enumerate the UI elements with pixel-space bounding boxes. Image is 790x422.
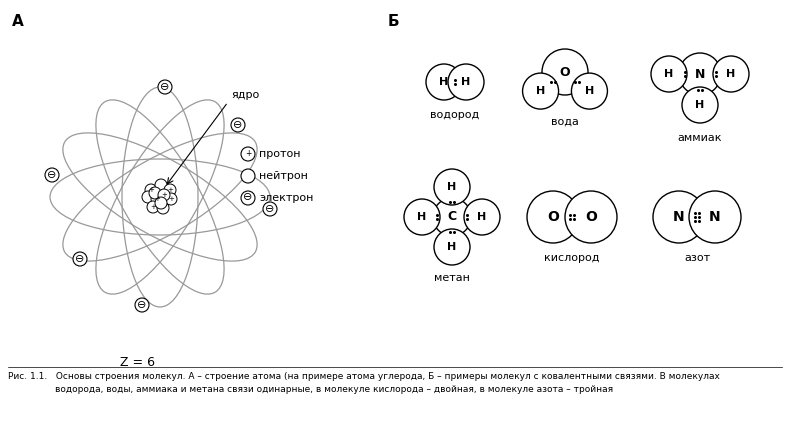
Circle shape bbox=[241, 147, 255, 161]
Text: H: H bbox=[536, 86, 545, 96]
Text: O: O bbox=[547, 210, 559, 224]
Text: H: H bbox=[461, 77, 471, 87]
Text: H: H bbox=[439, 77, 449, 87]
Text: H: H bbox=[417, 212, 427, 222]
Circle shape bbox=[157, 202, 169, 214]
Text: метан: метан bbox=[434, 273, 470, 283]
Text: аммиак: аммиак bbox=[678, 133, 722, 143]
Text: N: N bbox=[709, 210, 720, 224]
Circle shape bbox=[565, 191, 617, 243]
Text: азот: азот bbox=[684, 253, 710, 263]
Text: H: H bbox=[447, 242, 457, 252]
Text: Б: Б bbox=[388, 14, 400, 29]
Circle shape bbox=[155, 197, 167, 209]
Circle shape bbox=[426, 64, 462, 100]
Circle shape bbox=[145, 184, 157, 196]
Circle shape bbox=[689, 191, 741, 243]
Text: H: H bbox=[695, 100, 705, 110]
Text: электрон: электрон bbox=[259, 193, 314, 203]
Text: +: + bbox=[168, 196, 174, 202]
Text: +: + bbox=[150, 204, 156, 210]
Text: протон: протон bbox=[259, 149, 300, 159]
Circle shape bbox=[679, 53, 721, 95]
Text: O: O bbox=[559, 65, 570, 78]
Text: А: А bbox=[12, 14, 24, 29]
Text: +: + bbox=[167, 187, 173, 193]
Text: ⊖: ⊖ bbox=[75, 254, 85, 263]
Text: ⊖: ⊖ bbox=[160, 81, 170, 92]
Text: H: H bbox=[726, 69, 735, 79]
Circle shape bbox=[404, 199, 440, 235]
Circle shape bbox=[241, 169, 255, 183]
Text: N: N bbox=[695, 68, 705, 81]
Circle shape bbox=[682, 87, 718, 123]
Text: H: H bbox=[664, 69, 674, 79]
Circle shape bbox=[464, 199, 500, 235]
Text: Z = 6: Z = 6 bbox=[121, 355, 156, 368]
Text: +: + bbox=[245, 149, 251, 159]
Circle shape bbox=[651, 56, 687, 92]
Text: H: H bbox=[447, 182, 457, 192]
Circle shape bbox=[165, 193, 177, 205]
Circle shape bbox=[164, 184, 176, 196]
Text: вода: вода bbox=[551, 117, 579, 127]
Text: ⊖: ⊖ bbox=[265, 203, 275, 214]
Circle shape bbox=[135, 298, 149, 312]
Circle shape bbox=[45, 168, 59, 182]
Circle shape bbox=[542, 49, 588, 95]
Circle shape bbox=[142, 191, 154, 203]
Circle shape bbox=[433, 198, 471, 236]
Text: +: + bbox=[161, 192, 167, 198]
Text: ⊖: ⊖ bbox=[243, 192, 253, 203]
Circle shape bbox=[155, 179, 167, 191]
Circle shape bbox=[149, 187, 161, 199]
Text: нейтрон: нейтрон bbox=[259, 171, 308, 181]
Text: ⊖: ⊖ bbox=[233, 119, 243, 130]
Text: Рис. 1.1.   Основы строения молекул. А – строение атома (на примере атома углеро: Рис. 1.1. Основы строения молекул. А – с… bbox=[8, 372, 720, 381]
Text: H: H bbox=[477, 212, 487, 222]
Circle shape bbox=[653, 191, 705, 243]
Circle shape bbox=[158, 189, 170, 201]
Circle shape bbox=[147, 201, 159, 213]
Text: H: H bbox=[585, 86, 594, 96]
Text: C: C bbox=[447, 211, 457, 224]
Circle shape bbox=[231, 118, 245, 132]
Circle shape bbox=[73, 252, 87, 266]
Text: ядро: ядро bbox=[231, 90, 259, 100]
Circle shape bbox=[434, 229, 470, 265]
Text: ⊖: ⊖ bbox=[137, 300, 147, 309]
Text: водорода, воды, аммиака и метана связи одинарные, в молекуле кислорода – двойная: водорода, воды, аммиака и метана связи о… bbox=[55, 385, 613, 394]
Text: водород: водород bbox=[431, 110, 480, 120]
Circle shape bbox=[522, 73, 559, 109]
Circle shape bbox=[448, 64, 484, 100]
Circle shape bbox=[158, 80, 172, 94]
Circle shape bbox=[160, 193, 172, 205]
Circle shape bbox=[571, 73, 608, 109]
Text: O: O bbox=[585, 210, 597, 224]
Text: ⊖: ⊖ bbox=[47, 170, 57, 179]
Circle shape bbox=[151, 193, 163, 205]
Circle shape bbox=[241, 191, 255, 205]
Circle shape bbox=[434, 169, 470, 205]
Text: +: + bbox=[148, 187, 154, 193]
Text: кислород: кислород bbox=[544, 253, 600, 263]
Text: N: N bbox=[673, 210, 685, 224]
Circle shape bbox=[713, 56, 749, 92]
Circle shape bbox=[263, 202, 277, 216]
Text: +: + bbox=[154, 196, 160, 202]
Circle shape bbox=[527, 191, 579, 243]
